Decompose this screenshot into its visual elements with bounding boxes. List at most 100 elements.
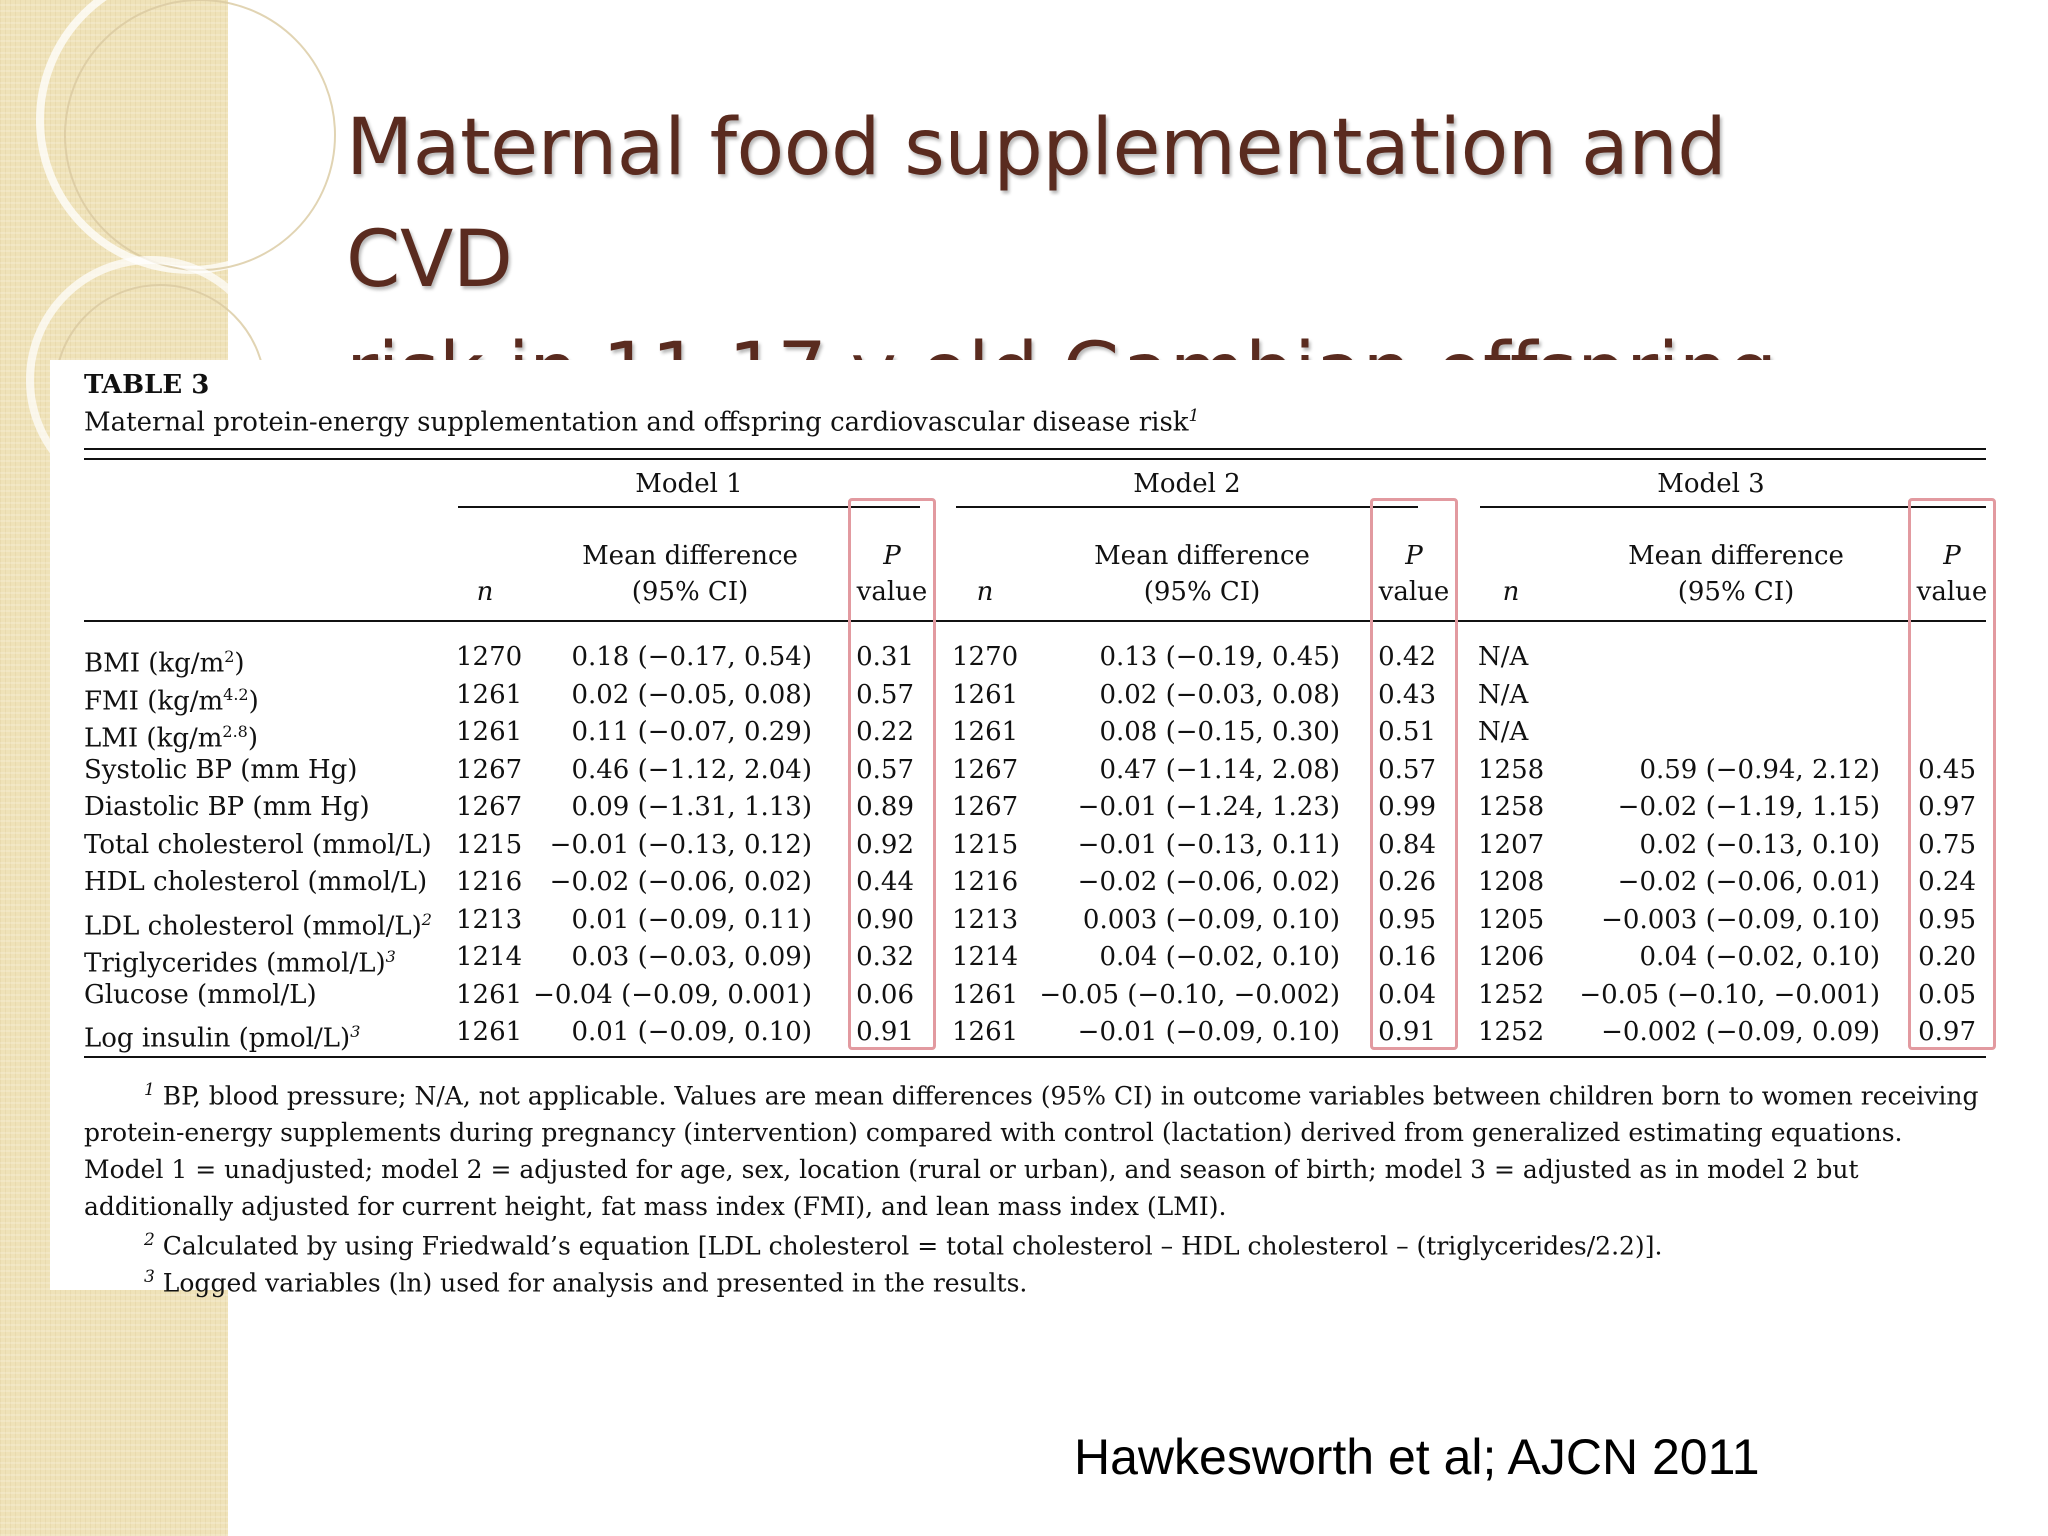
m2-mean-difference-cell: 0.13 (−0.19, 0.45) xyxy=(1099,642,1340,672)
table-number: TABLE 3 xyxy=(84,370,210,400)
m2-p-value-cell: 0.91 xyxy=(1378,1017,1436,1047)
table-bottom-rule xyxy=(84,1056,1986,1058)
m1-p-value-cell: 0.92 xyxy=(856,829,914,860)
footnote-2-mark: 2 xyxy=(144,1230,155,1250)
m2-mean-difference-cell: −0.01 (−0.13, 0.11) xyxy=(1077,829,1340,860)
row-label: LDL cholesterol (mmol/L)2 xyxy=(84,909,432,942)
model-3-mean-header: Mean difference (95% CI) xyxy=(1628,541,1844,607)
m1-p-value-cell: 0.06 xyxy=(856,979,914,1010)
m1-n-cell: 1215 xyxy=(456,829,523,860)
m3-n-cell: 1206 xyxy=(1478,942,1545,972)
m2-n-cell: 1270 xyxy=(952,642,1019,672)
m1-p-value-cell: 0.32 xyxy=(856,942,914,972)
row-label: FMI (kg/m4.2) xyxy=(84,684,259,717)
table-caption: Maternal protein-energy supplementation … xyxy=(84,406,1199,438)
m1-p-value-cell: 0.57 xyxy=(856,679,914,710)
m2-mean-difference-cell: −0.01 (−1.24, 1.23) xyxy=(1077,792,1340,822)
m2-mean-difference-cell: 0.08 (−0.15, 0.30) xyxy=(1099,717,1340,747)
m2-mean-difference-cell: −0.05 (−0.10, −0.002) xyxy=(1039,979,1340,1010)
m1-mean-difference-cell: 0.11 (−0.07, 0.29) xyxy=(571,717,812,747)
footnote-3-mark: 3 xyxy=(144,1267,155,1287)
model-1-n-header: n xyxy=(476,577,494,607)
m3-n-cell: 1252 xyxy=(1478,979,1545,1010)
m3-mean-difference-cell: −0.02 (−1.19, 1.15) xyxy=(1617,792,1880,822)
m1-mean-difference-cell: 0.01 (−0.09, 0.10) xyxy=(571,1017,812,1047)
m2-p-value-cell: 0.99 xyxy=(1378,792,1436,822)
table-caption-footnote-mark: 1 xyxy=(1188,406,1200,426)
footnote-2: 2 Calculated by using Friedwald’s equati… xyxy=(84,1222,1984,1264)
footnote-3: 3 Logged variables (ln) used for analysi… xyxy=(84,1259,1984,1301)
m1-mean-difference-cell: 0.03 (−0.03, 0.09) xyxy=(571,942,812,972)
m3-n-cell: 1205 xyxy=(1478,904,1545,935)
m3-n-cell: N/A xyxy=(1478,717,1529,747)
m2-mean-difference-cell: −0.01 (−0.09, 0.10) xyxy=(1077,1017,1340,1047)
table-image-panel xyxy=(50,360,2005,1290)
m2-n-cell: 1213 xyxy=(952,904,1019,935)
row-label: HDL cholesterol (mmol/L) xyxy=(84,867,428,897)
m1-n-cell: 1213 xyxy=(456,904,523,935)
m1-mean-difference-cell: 0.09 (−1.31, 1.13) xyxy=(571,792,812,822)
m2-n-cell: 1261 xyxy=(952,679,1019,710)
footnote-2-text: Calculated by using Friedwald’s equation… xyxy=(162,1231,1663,1261)
m1-n-cell: 1261 xyxy=(456,979,523,1010)
m2-mean-difference-cell: 0.47 (−1.14, 2.08) xyxy=(1099,754,1340,785)
m1-n-cell: 1270 xyxy=(456,642,523,672)
footnote-1-mark: 1 xyxy=(144,1080,155,1100)
m1-n-cell: 1267 xyxy=(456,754,523,785)
row-label: BMI (kg/m2) xyxy=(84,647,245,679)
table-top-rule-second xyxy=(84,458,1986,460)
header-bottom-rule xyxy=(84,620,1986,622)
row-label: Glucose (mmol/L) xyxy=(84,979,317,1010)
m2-p-value-cell: 0.51 xyxy=(1378,717,1436,747)
m2-n-cell: 1261 xyxy=(952,717,1019,747)
m2-n-cell: 1215 xyxy=(952,829,1019,860)
m3-p-value-cell: 0.05 xyxy=(1918,979,1976,1010)
footnote-3-text: Logged variables (ln) used for analysis … xyxy=(162,1268,1028,1298)
row-label: Triglycerides (mmol/L)3 xyxy=(84,947,396,979)
m2-p-value-cell: 0.26 xyxy=(1378,867,1436,897)
m2-mean-difference-cell: 0.003 (−0.09, 0.10) xyxy=(1082,904,1340,935)
model-2-p-value-highlight xyxy=(1370,498,1458,1050)
m2-p-value-cell: 0.04 xyxy=(1378,979,1436,1010)
m1-p-value-cell: 0.44 xyxy=(856,867,914,897)
m2-n-cell: 1261 xyxy=(952,979,1019,1010)
m2-n-cell: 1261 xyxy=(952,1017,1019,1047)
m3-p-value-cell: 0.97 xyxy=(1918,792,1976,822)
m2-p-value-cell: 0.84 xyxy=(1378,829,1436,860)
m1-p-value-cell: 0.89 xyxy=(856,792,914,822)
m2-mean-difference-cell: −0.02 (−0.06, 0.02) xyxy=(1077,867,1340,897)
model-2-header: Model 2 xyxy=(1133,469,1241,499)
m1-n-cell: 1216 xyxy=(456,867,523,897)
m1-p-value-cell: 0.91 xyxy=(856,1017,914,1047)
m2-n-cell: 1214 xyxy=(952,942,1019,972)
m2-n-cell: 1267 xyxy=(952,792,1019,822)
m1-p-value-cell: 0.22 xyxy=(856,717,914,747)
footnote-1: 1 BP, blood pressure; N/A, not applicabl… xyxy=(84,1072,1984,1225)
m2-p-value-cell: 0.16 xyxy=(1378,942,1436,972)
m3-mean-difference-cell: 0.59 (−0.94, 2.12) xyxy=(1639,754,1880,785)
m3-n-cell: 1258 xyxy=(1478,754,1545,785)
m3-n-cell: N/A xyxy=(1478,679,1529,710)
m1-n-cell: 1261 xyxy=(456,679,523,710)
m3-n-cell: 1207 xyxy=(1478,829,1545,860)
m3-p-value-cell: 0.20 xyxy=(1918,942,1976,972)
m3-p-value-cell: 0.45 xyxy=(1918,754,1976,785)
m3-p-value-cell: 0.24 xyxy=(1918,867,1976,897)
m3-mean-difference-cell: −0.003 (−0.09, 0.10) xyxy=(1601,904,1880,935)
m2-n-cell: 1267 xyxy=(952,754,1019,785)
m2-p-value-cell: 0.43 xyxy=(1378,679,1436,710)
model-3-n-header: n xyxy=(1502,577,1520,607)
m1-p-value-cell: 0.90 xyxy=(856,904,914,935)
m1-n-cell: 1214 xyxy=(456,942,523,972)
citation: Hawkesworth et al; AJCN 2011 xyxy=(1074,1429,1760,1485)
m1-mean-difference-cell: 0.46 (−1.12, 2.04) xyxy=(571,754,812,785)
m3-n-cell: N/A xyxy=(1478,642,1529,672)
model-2-mean-header: Mean difference (95% CI) xyxy=(1094,541,1310,607)
model-3-underline xyxy=(1480,506,1986,508)
m1-mean-difference-cell: −0.04 (−0.09, 0.001) xyxy=(533,979,812,1010)
m3-mean-difference-cell: −0.05 (−0.10, −0.001) xyxy=(1579,979,1880,1010)
m2-n-cell: 1216 xyxy=(952,867,1019,897)
m3-mean-difference-cell: −0.002 (−0.09, 0.09) xyxy=(1601,1017,1880,1047)
